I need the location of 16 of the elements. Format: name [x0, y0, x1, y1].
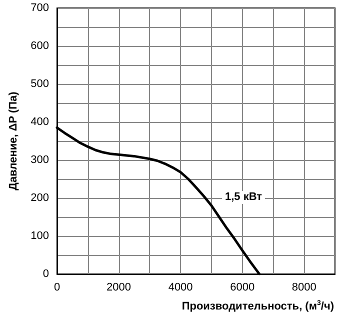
y-tick-label: 500: [30, 78, 49, 90]
x-tick-label: 2000: [106, 282, 132, 294]
y-tick-label: 0: [42, 268, 49, 280]
y-tick-label: 400: [30, 116, 49, 128]
x-tick-label: 0: [54, 282, 60, 294]
y-tick-label: 100: [30, 230, 49, 242]
x-tick-label: 6000: [230, 282, 255, 294]
y-axis-title: Давление, ΔP (Па): [8, 91, 20, 190]
y-tick-label: 300: [30, 154, 49, 166]
y-tick-label: 200: [30, 192, 49, 204]
x-tick-label: 8000: [292, 282, 316, 294]
x-axis-title: Производительность, (м$^{3}$/ч): [182, 299, 334, 314]
y-tick-label: 700: [30, 2, 49, 14]
y-tick-label: 600: [30, 40, 49, 52]
x-tick-label: 4000: [168, 282, 193, 294]
annotation: 1,5 кВт: [222, 191, 266, 204]
